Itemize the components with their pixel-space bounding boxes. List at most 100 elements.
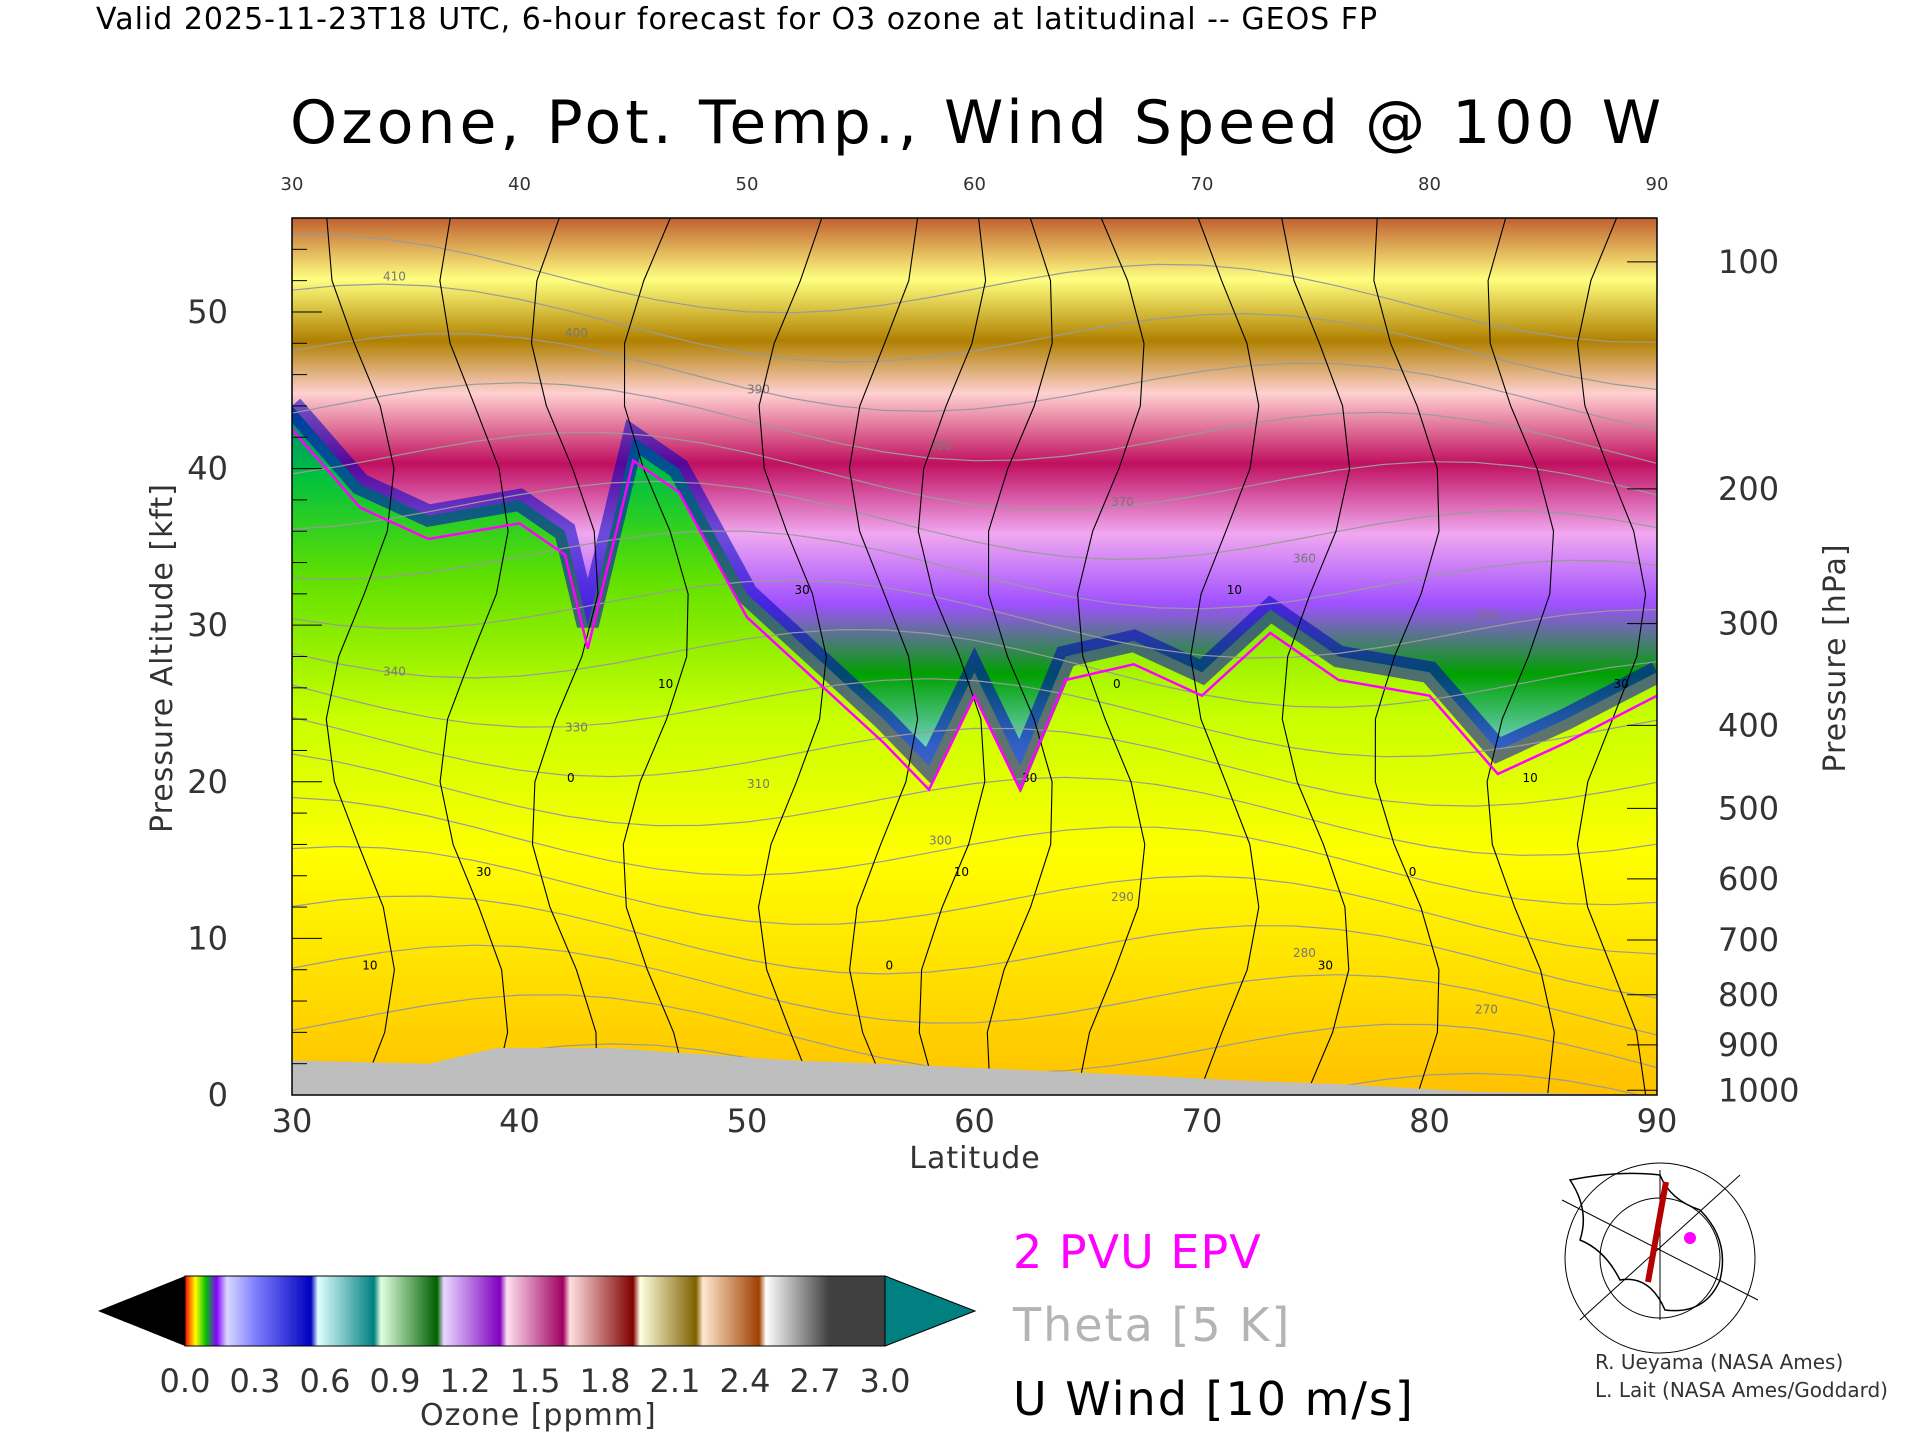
y-axis-left: 0 10 20 30 40 50 [187, 217, 322, 1114]
y-tick-label: 30 [187, 606, 228, 644]
theta-contour-label: 300 [929, 833, 952, 847]
pressure-tick-label: 100 [1718, 243, 1779, 281]
pressure-tick-label: 700 [1718, 921, 1779, 959]
theta-contour-label: 290 [1111, 890, 1134, 904]
colorbar-tick-label: 2.4 [720, 1362, 771, 1400]
wind-contour-line [622, 218, 690, 1095]
colorbar-tick-label: 3.0 [860, 1362, 911, 1400]
theta-contour-label: 410 [383, 270, 406, 284]
theta-contour-line [292, 678, 1657, 758]
pressure-tick-label: 800 [1718, 976, 1779, 1014]
theta-contour-line [292, 234, 1657, 343]
x-axis-bottom: 30 40 50 60 70 80 90 [272, 1102, 1678, 1140]
wind-contour-label: 30 [1318, 959, 1333, 973]
wind-contour-line [325, 218, 395, 1095]
ground-terrain [292, 1048, 1657, 1095]
pressure-tick-label: 500 [1718, 789, 1779, 827]
theta-contour-line [292, 895, 1657, 999]
y-axis-title-left: Pressure Altitude [kft] [145, 483, 180, 833]
pressure-tick-label: 600 [1718, 860, 1779, 898]
wind-contour-line [917, 218, 987, 1095]
theta-contour-line [292, 796, 1657, 906]
wind-contour-label: 30 [795, 583, 810, 597]
theta-contour-label: 330 [565, 721, 588, 735]
pressure-tick-label: 400 [1718, 706, 1779, 744]
wind-contour-line [1486, 218, 1555, 1095]
x-tick-label-top: 80 [1418, 174, 1441, 195]
location-map [1561, 1162, 1759, 1354]
y-tick-label: 20 [187, 763, 228, 801]
y-axis-right: 100 200 300 400 500 600 700 800 900 1000 [1627, 243, 1799, 1109]
wind-contour-label: 10 [954, 865, 969, 879]
colorbar-title: Ozone [ppmm] [420, 1398, 657, 1433]
theta-contour-line [292, 283, 1657, 391]
colorbar-tick-label: 1.8 [580, 1362, 631, 1400]
x-tick-label: 60 [954, 1102, 995, 1140]
theta-contour-line [292, 480, 1657, 561]
wind-contour-line [1281, 218, 1351, 1095]
wind-contour-label: 10 [1227, 583, 1242, 597]
theta-contour-line [292, 579, 1657, 659]
x-tick-label-top: 30 [281, 174, 304, 195]
pressure-tick-label: 200 [1718, 470, 1779, 508]
wind-contour-line [530, 218, 599, 1095]
wind-contour-label: 0 [1409, 865, 1417, 879]
theta-contour-label: 400 [565, 326, 588, 340]
y-tick-label: 0 [208, 1076, 228, 1114]
theta-contour-label: 380 [929, 439, 952, 453]
theta-contour-line [292, 716, 1657, 807]
x-axis-title: Latitude [909, 1141, 1040, 1176]
epv-2pvu-contour [292, 428, 1657, 793]
legend-epv: 2 PVU EPV [1013, 1225, 1262, 1279]
y-tick-label: 40 [187, 450, 228, 488]
theta-contour-label: 360 [1293, 552, 1316, 566]
colorbar-tick-label: 1.5 [510, 1362, 561, 1400]
theta-contour-line [292, 333, 1657, 430]
x-tick-label: 70 [1182, 1102, 1223, 1140]
wind-contour-label: 0 [886, 959, 894, 973]
credit-line-1: R. Ueyama (NASA Ames) [1595, 1350, 1844, 1374]
wind-contour-label: 30 [476, 865, 491, 879]
wind-contour-label: 10 [658, 677, 673, 691]
wind-contour-line [439, 218, 509, 1095]
ozone-colorbar: 0.0 0.3 0.6 0.9 1.2 1.5 1.8 2.1 2.4 2.7 3.0 [98, 1275, 977, 1400]
theta-contour-label: 310 [747, 777, 770, 791]
x-tick-label-top: 90 [1646, 174, 1669, 195]
colorbar-bar [184, 1275, 886, 1347]
colorbar-tick-label: 1.2 [440, 1362, 491, 1400]
colorbar-high-arrow [884, 1275, 977, 1347]
wind-contour-line [757, 218, 827, 1095]
wind-contour-label: 30 [1614, 677, 1629, 691]
colorbar-tick-label: 0.9 [370, 1362, 421, 1400]
legend-u-wind: U Wind [10 m/s] [1013, 1372, 1415, 1426]
x-tick-label-top: 50 [736, 174, 759, 195]
colorbar-tick-label: 2.7 [790, 1362, 841, 1400]
wind-contour-label: 10 [1523, 771, 1538, 785]
wind-contour-line [986, 218, 1053, 1095]
location-marker [1684, 1232, 1696, 1244]
wind-contour-label: 10 [362, 959, 377, 973]
colorbar-tick-label: 0.3 [230, 1362, 281, 1400]
theta-contour-label: 270 [1475, 1003, 1498, 1017]
colorbar-tick-label: 2.1 [650, 1362, 701, 1400]
theta-contour-line [292, 382, 1657, 464]
theta-contour-line [292, 629, 1657, 709]
chart-title: Ozone, Pot. Temp., Wind Speed @ 100 W [290, 88, 1666, 158]
x-tick-label: 30 [272, 1102, 313, 1140]
pressure-tick-label: 300 [1718, 605, 1779, 643]
x-tick-label: 50 [727, 1102, 768, 1140]
x-axis-top: 30 40 50 60 70 80 90 [281, 174, 1669, 195]
x-tick-label: 40 [499, 1102, 540, 1140]
wind-contour-line [1190, 218, 1260, 1095]
wind-contour-line [848, 218, 919, 1095]
troposphere-ozone-field [292, 405, 1657, 1095]
y-axis-title-right: Pressure [hPa] [1818, 543, 1853, 772]
x-tick-label-top: 70 [1191, 174, 1214, 195]
wind-contour-label: 0 [567, 771, 575, 785]
theta-contour-line [292, 530, 1657, 610]
x-tick-label: 80 [1409, 1102, 1450, 1140]
legend-theta: Theta [5 K] [1013, 1298, 1292, 1352]
x-tick-label-top: 60 [963, 174, 986, 195]
theta-contour-line [292, 845, 1657, 955]
